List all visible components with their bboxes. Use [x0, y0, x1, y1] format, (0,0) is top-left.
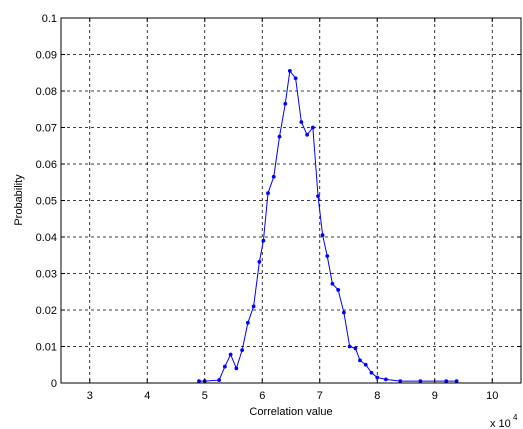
- y-tick-label: 0.07: [36, 123, 57, 135]
- data-point: [277, 134, 282, 139]
- y-tick-label: 0: [51, 378, 57, 390]
- data-point: [251, 304, 256, 309]
- x-tick-label: 4: [144, 390, 150, 402]
- data-point: [363, 362, 368, 367]
- x-multiplier-exponent: 4: [513, 413, 518, 422]
- data-point: [266, 191, 270, 196]
- x-axis-label: Correlation value: [249, 406, 332, 418]
- data-point: [234, 366, 239, 371]
- x-multiplier-base: x 10: [490, 418, 511, 429]
- x-tick-label: 7: [317, 390, 323, 402]
- data-point: [240, 348, 245, 353]
- data-point: [353, 346, 358, 351]
- data-point: [299, 120, 304, 124]
- y-tick-label: 0.05: [36, 196, 57, 208]
- y-tick-label: 0.08: [36, 86, 57, 98]
- data-point: [444, 379, 449, 384]
- data-point: [316, 194, 320, 199]
- data-point: [358, 358, 362, 363]
- y-tick-label: 0.1: [42, 13, 57, 25]
- data-point: [336, 288, 341, 292]
- y-tick-label: 0.02: [36, 305, 57, 317]
- x-tick-label: 3: [87, 390, 93, 402]
- y-tick-label: 0.03: [36, 269, 57, 281]
- data-point: [261, 238, 266, 243]
- y-tick-label: 0.01: [36, 342, 57, 354]
- data-point: [347, 344, 352, 349]
- data-point: [228, 352, 233, 357]
- data-point: [293, 76, 298, 81]
- data-point: [369, 370, 374, 375]
- data-point: [383, 377, 388, 382]
- data-point: [271, 174, 276, 179]
- data-point: [222, 364, 227, 369]
- x-tick-label: 9: [432, 390, 438, 402]
- data-point: [217, 378, 222, 382]
- y-axis-label: Probability: [13, 174, 25, 226]
- data-point: [325, 254, 330, 258]
- data-point: [320, 233, 325, 238]
- data-point: [305, 132, 309, 137]
- tick-layer: 3 4 5 6 7 8 9 10 0 0.01 0.02 0.03 0.04 0.05 0.06 0.07 0.…: [36, 13, 521, 402]
- data-point: [245, 320, 250, 325]
- x-tick-label: 8: [374, 390, 380, 402]
- data-point: [330, 281, 335, 286]
- data-point: [398, 379, 403, 384]
- y-tick-label: 0.06: [36, 159, 57, 171]
- data-point: [287, 69, 292, 73]
- data-point: [283, 101, 288, 106]
- data-point: [342, 310, 346, 315]
- x-tick-label: 6: [259, 390, 265, 402]
- data-point: [310, 125, 315, 130]
- data-point: [418, 379, 423, 384]
- y-tick-label: 0.04: [36, 232, 57, 244]
- data-point: [375, 375, 380, 380]
- data-point: [197, 379, 201, 384]
- data-point: [454, 379, 459, 384]
- series-layer: [197, 69, 459, 384]
- y-tick-label: 0.09: [36, 50, 57, 62]
- x-tick-label: 10: [486, 390, 498, 402]
- x-tick-label: 5: [202, 390, 208, 402]
- data-point: [257, 259, 262, 264]
